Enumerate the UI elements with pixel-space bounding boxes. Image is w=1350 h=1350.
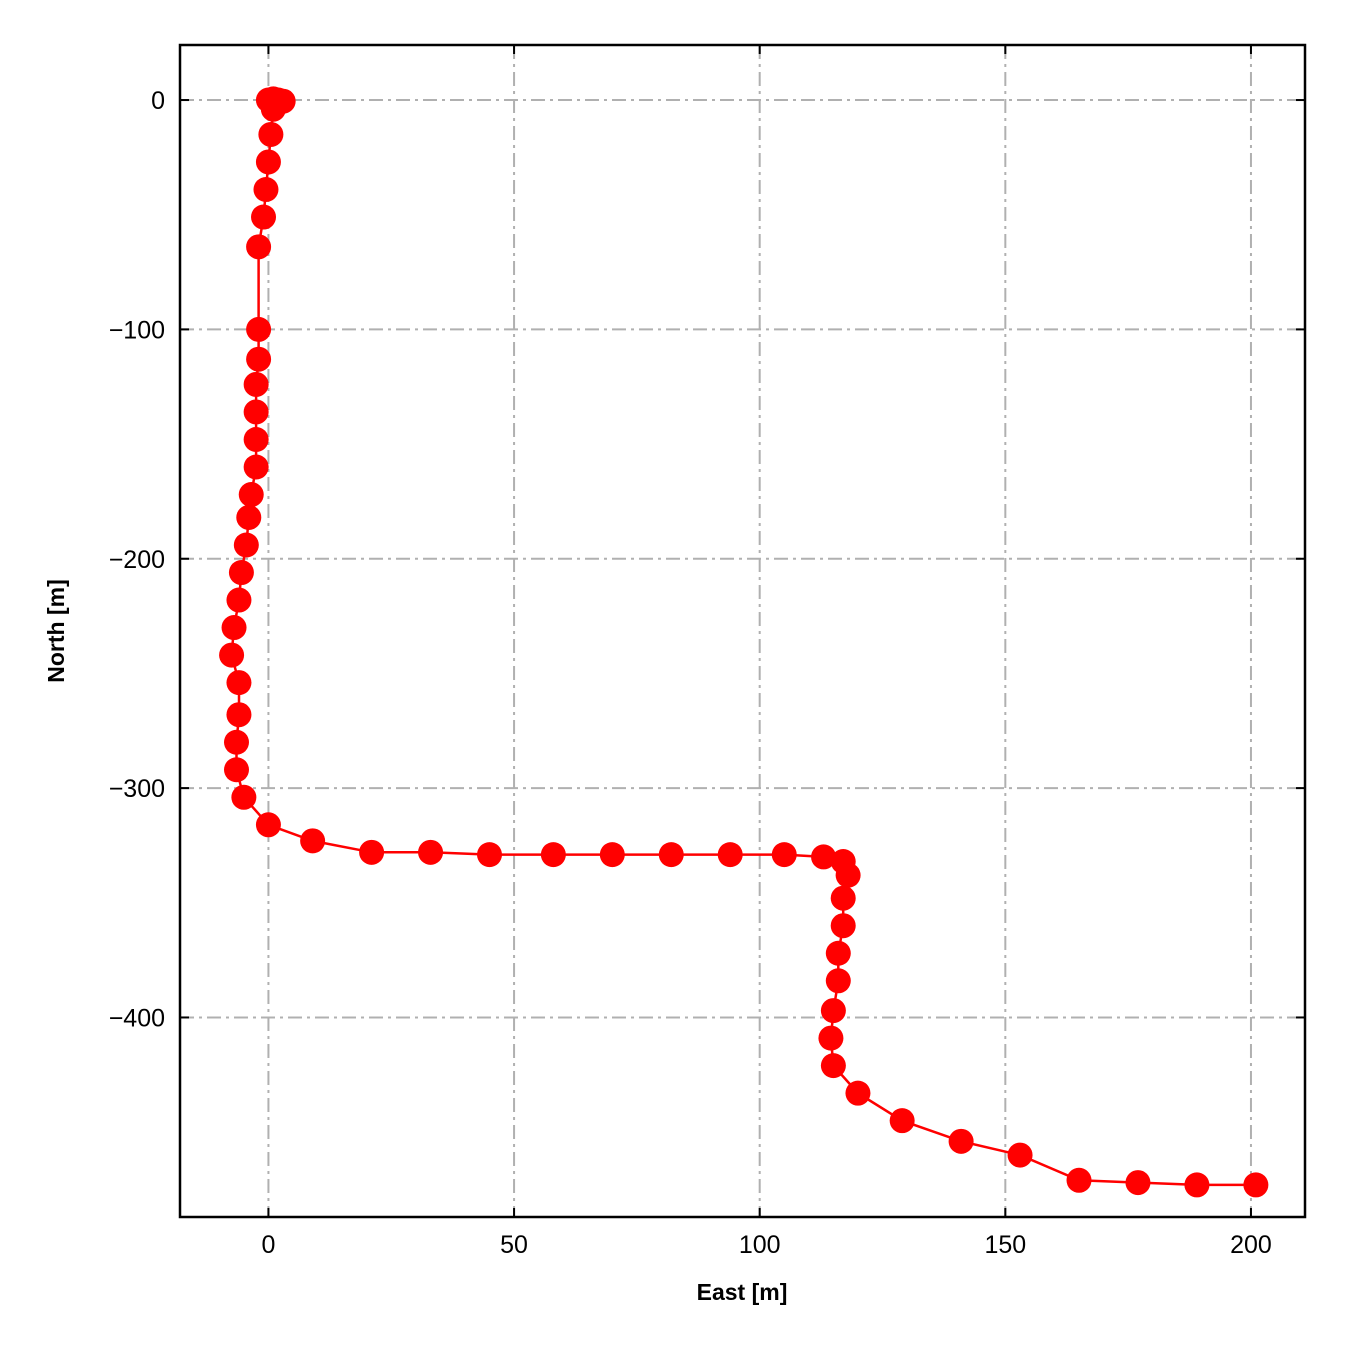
trajectory-point bbox=[243, 454, 269, 480]
trajectory-point bbox=[818, 1025, 844, 1051]
trajectory-point bbox=[251, 204, 277, 230]
trajectory-point bbox=[243, 426, 269, 452]
trajectory-point bbox=[219, 642, 245, 668]
trajectory-point bbox=[658, 842, 684, 868]
trajectory-point bbox=[226, 587, 252, 613]
trajectory-point bbox=[359, 839, 385, 865]
trajectory-point bbox=[246, 234, 272, 260]
trajectory-point bbox=[246, 316, 272, 342]
x-tick-label: 150 bbox=[984, 1231, 1026, 1259]
x-tick-label: 50 bbox=[500, 1231, 528, 1259]
trajectory-point bbox=[1066, 1167, 1092, 1193]
trajectory-point bbox=[948, 1128, 974, 1154]
trajectory-point bbox=[233, 532, 259, 558]
trajectory-point bbox=[1125, 1170, 1151, 1196]
trajectory-point bbox=[835, 862, 861, 888]
y-tick-label: −200 bbox=[109, 546, 165, 574]
y-tick-label: −100 bbox=[109, 316, 165, 344]
trajectory-point bbox=[228, 560, 254, 586]
trajectory-series bbox=[219, 86, 1269, 1198]
trajectory-point bbox=[845, 1080, 871, 1106]
axis-ticks: 0 50 100 150 200 0 −100 −200 −300 −400 bbox=[109, 45, 1305, 1259]
trajectory-point bbox=[771, 842, 797, 868]
grid bbox=[180, 45, 1305, 1217]
trajectory-point bbox=[1184, 1172, 1210, 1198]
trajectory-point bbox=[820, 1053, 846, 1079]
trajectory-point bbox=[258, 121, 284, 147]
trajectory-point bbox=[300, 828, 326, 854]
x-tick-label: 200 bbox=[1230, 1231, 1272, 1259]
trajectory-point bbox=[830, 885, 856, 911]
trajectory-point bbox=[825, 940, 851, 966]
trajectory-point bbox=[226, 670, 252, 696]
trajectory-point bbox=[717, 842, 743, 868]
y-axis-title: North [m] bbox=[43, 579, 69, 682]
trajectory-point bbox=[238, 482, 264, 508]
plot-frame bbox=[178, 43, 1307, 1219]
x-tick-label: 0 bbox=[261, 1231, 275, 1259]
trajectory-point bbox=[540, 842, 566, 868]
trajectory-point bbox=[223, 729, 249, 755]
trajectory-point bbox=[811, 844, 837, 870]
x-axis-title: East [m] bbox=[697, 1279, 788, 1305]
trajectory-point bbox=[599, 842, 625, 868]
trajectory-point bbox=[476, 842, 502, 868]
trajectory-point bbox=[260, 96, 286, 122]
trajectory-point bbox=[243, 371, 269, 397]
y-tick-label: −300 bbox=[109, 775, 165, 803]
y-tick-label: −400 bbox=[109, 1004, 165, 1032]
trajectory-point bbox=[221, 615, 247, 641]
trajectory-point bbox=[246, 346, 272, 372]
trajectory-point bbox=[1007, 1142, 1033, 1168]
trajectory-point bbox=[820, 998, 846, 1024]
trajectory-point bbox=[418, 839, 444, 865]
trajectory-point bbox=[255, 812, 281, 838]
trajectory-point bbox=[830, 913, 856, 939]
trajectory-point bbox=[231, 784, 257, 810]
trajectory-point bbox=[825, 968, 851, 994]
trajectory-point bbox=[253, 176, 279, 202]
y-tick-label: 0 bbox=[151, 87, 165, 115]
trajectory-point bbox=[223, 757, 249, 783]
trajectory-point bbox=[1243, 1172, 1269, 1198]
trajectory-line bbox=[230, 97, 1256, 1187]
trajectory-point bbox=[255, 149, 281, 175]
trajectory-point bbox=[243, 399, 269, 425]
trajectory-point bbox=[226, 702, 252, 728]
x-tick-label: 100 bbox=[739, 1231, 781, 1259]
trajectory-point bbox=[889, 1108, 915, 1134]
trajectory-point bbox=[236, 504, 262, 530]
